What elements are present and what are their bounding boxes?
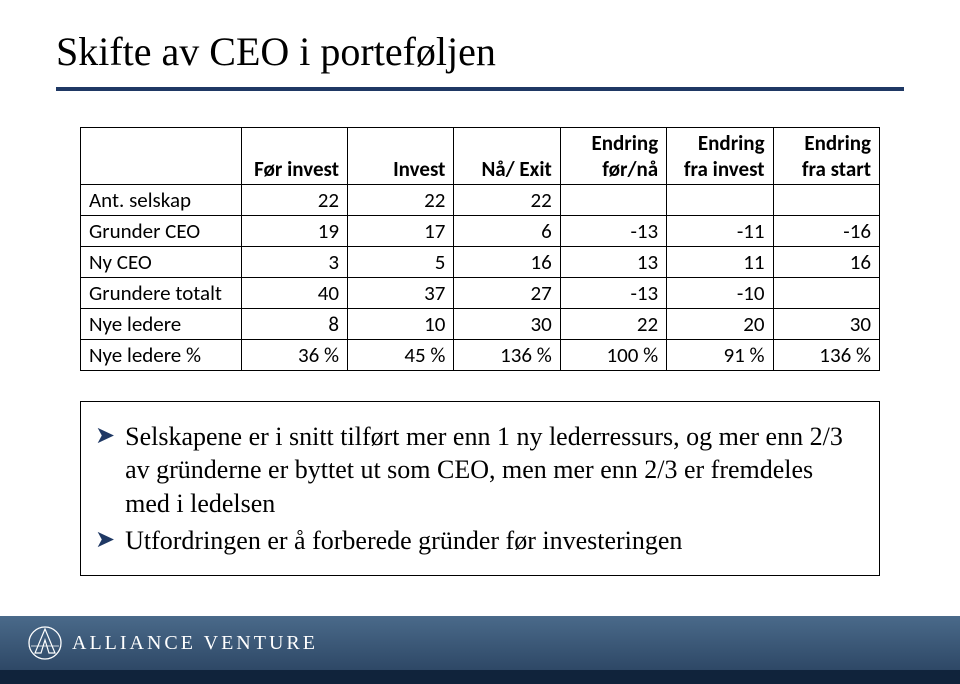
row-label: Grundere totalt [81, 278, 242, 309]
cell: 22 [454, 185, 560, 216]
cell: 22 [347, 185, 453, 216]
cell: 45 % [347, 340, 453, 371]
col-header: Endring fra invest [667, 128, 773, 185]
row-label: Grunder CEO [81, 216, 242, 247]
bullet-box: ➤ Selskapene er i snitt tilført mer enn … [80, 401, 880, 576]
col-header [81, 128, 242, 185]
cell: 22 [241, 185, 347, 216]
data-table: Før invest Invest Nå/ Exit Endring før/n… [80, 127, 880, 371]
cell: 16 [454, 247, 560, 278]
cell [773, 278, 879, 309]
cell: -10 [667, 278, 773, 309]
cell: 5 [347, 247, 453, 278]
cell: 17 [347, 216, 453, 247]
cell: -16 [773, 216, 879, 247]
col-header: Invest [347, 128, 453, 185]
cell: 40 [241, 278, 347, 309]
brand-name: ALLIANCE VENTURE [72, 632, 318, 655]
row-label: Nye ledere [81, 309, 242, 340]
footer-base [0, 670, 960, 684]
cell: 13 [560, 247, 666, 278]
table-row: Ny CEO3516131116 [81, 247, 880, 278]
table-row: Nye ledere %36 %45 %136 %100 %91 %136 % [81, 340, 880, 371]
bullet-text: Utfordringen er å forberede gründer før … [125, 524, 861, 557]
cell: 20 [667, 309, 773, 340]
footer: ALLIANCE VENTURE [0, 616, 960, 684]
table-row: Grundere totalt403727-13-10 [81, 278, 880, 309]
cell: -13 [560, 216, 666, 247]
col-header: Endring fra start [773, 128, 879, 185]
cell: 10 [347, 309, 453, 340]
row-label: Nye ledere % [81, 340, 242, 371]
cell: -13 [560, 278, 666, 309]
table-row: Grunder CEO19176-13-11-16 [81, 216, 880, 247]
cell: 37 [347, 278, 453, 309]
cell [560, 185, 666, 216]
cell: 19 [241, 216, 347, 247]
cell: 11 [667, 247, 773, 278]
col-header: Nå/ Exit [454, 128, 560, 185]
logo-mark-icon [28, 626, 62, 660]
title-rule [56, 87, 904, 91]
cell: -11 [667, 216, 773, 247]
page-title: Skifte av CEO i porteføljen [56, 28, 904, 75]
cell: 100 % [560, 340, 666, 371]
cell: 27 [454, 278, 560, 309]
cell: 136 % [773, 340, 879, 371]
cell [773, 185, 879, 216]
col-header: Før invest [241, 128, 347, 185]
brand-logo: ALLIANCE VENTURE [28, 626, 318, 660]
row-label: Ny CEO [81, 247, 242, 278]
table-row: Ant. selskap222222 [81, 185, 880, 216]
bullet-arrow-icon: ➤ [95, 420, 115, 520]
cell: 22 [560, 309, 666, 340]
cell [667, 185, 773, 216]
bullet-text: Selskapene er i snitt tilført mer enn 1 … [125, 420, 861, 520]
bullet-item: ➤ Selskapene er i snitt tilført mer enn … [95, 420, 861, 520]
row-label: Ant. selskap [81, 185, 242, 216]
bullet-arrow-icon: ➤ [95, 524, 115, 557]
cell: 91 % [667, 340, 773, 371]
table-header-row: Før invest Invest Nå/ Exit Endring før/n… [81, 128, 880, 185]
cell: 30 [454, 309, 560, 340]
cell: 16 [773, 247, 879, 278]
col-header: Endring før/nå [560, 128, 666, 185]
table-row: Nye ledere81030222030 [81, 309, 880, 340]
cell: 136 % [454, 340, 560, 371]
cell: 6 [454, 216, 560, 247]
cell: 8 [241, 309, 347, 340]
cell: 36 % [241, 340, 347, 371]
cell: 30 [773, 309, 879, 340]
bullet-item: ➤ Utfordringen er å forberede gründer fø… [95, 524, 861, 557]
cell: 3 [241, 247, 347, 278]
